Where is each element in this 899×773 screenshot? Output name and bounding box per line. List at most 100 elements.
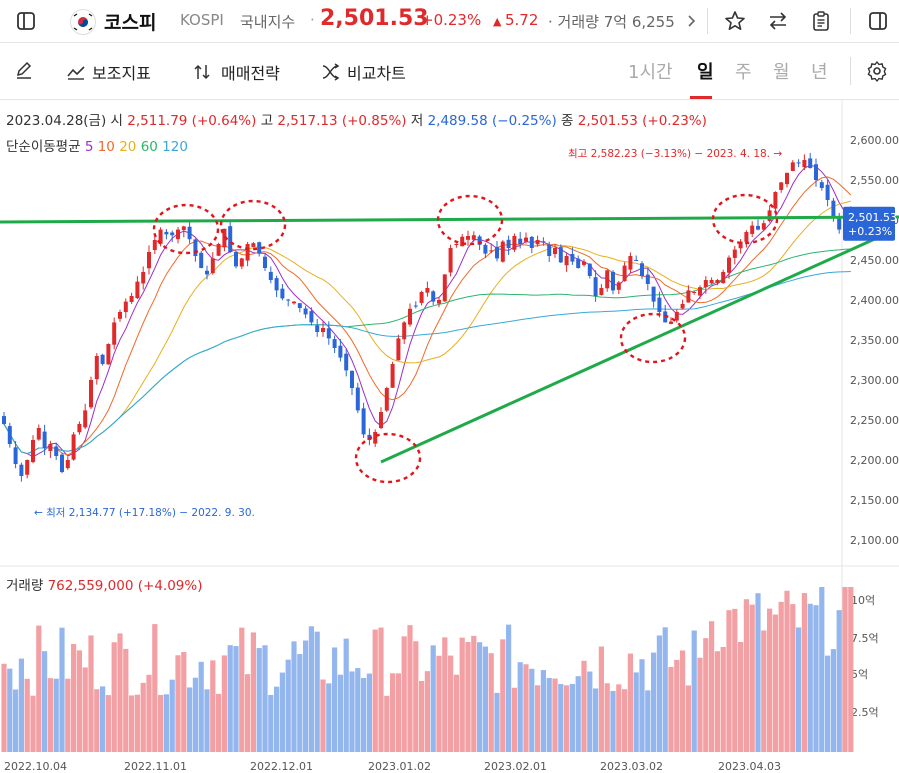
volume-bar [720, 647, 726, 752]
period-month[interactable]: 월 [773, 62, 790, 83]
divider [707, 8, 708, 34]
ma-20: 20 [119, 139, 137, 155]
volume-bar [598, 646, 604, 752]
period-week[interactable]: 주 [735, 62, 752, 83]
candle-body [454, 244, 459, 245]
volume-bar [575, 676, 581, 752]
volume-bar [76, 650, 82, 752]
indicators-button[interactable]: 보조지표 [66, 60, 151, 84]
candle-body [350, 370, 354, 388]
volume-bar [819, 587, 825, 752]
volume-bar [308, 626, 314, 752]
swap-icon[interactable] [766, 9, 790, 33]
volume-bar [848, 587, 854, 752]
period-day[interactable]: 일 [697, 62, 714, 83]
candle-body [199, 252, 204, 268]
candle-body [164, 231, 169, 235]
candle-body [158, 229, 163, 244]
volume-bar [204, 689, 210, 752]
draw-pen-icon[interactable] [14, 60, 34, 80]
volume-bar [355, 668, 361, 752]
price-tag-price: 2,501.53 [848, 211, 897, 224]
ma-60: 60 [140, 139, 158, 155]
candle-body [361, 408, 366, 435]
open-value: 2,511.79 (+0.64%) [127, 113, 257, 129]
volume-bar [784, 590, 790, 752]
volume-bar [587, 671, 593, 752]
clipboard-icon[interactable] [809, 9, 833, 33]
volume-bar [384, 695, 390, 752]
panel-toggle-icon[interactable] [866, 9, 890, 33]
candle-body [669, 321, 673, 324]
volume-bar [94, 689, 100, 752]
ohlc-info: 2023.04.28(금) 시 2,511.79 (+0.64%) 고 2,51… [6, 109, 707, 129]
volume-bar [772, 614, 778, 752]
chevron-right-icon[interactable] [684, 9, 700, 33]
volume-bar [401, 636, 407, 752]
buy-sell-arrows-icon [194, 64, 210, 80]
candle-body [425, 288, 430, 293]
volume-bar [801, 593, 807, 752]
volume-bar [192, 677, 198, 752]
candle-body [790, 162, 795, 172]
candle-body [216, 244, 221, 256]
candle-body [48, 444, 53, 452]
volume-bar [778, 601, 784, 752]
candle-body [744, 232, 749, 242]
volume-bar [610, 690, 616, 752]
volume-bar [175, 655, 181, 752]
volume-bar [111, 642, 117, 752]
period-1hour[interactable]: 1시간 [628, 62, 673, 83]
ma-120-line [3, 271, 851, 455]
volume-bar [738, 642, 744, 752]
candle-body [315, 325, 320, 332]
volume-bar [134, 694, 140, 752]
volume-summary-text: 거래량 7억 6,255 [557, 13, 675, 31]
settings-gear-icon[interactable] [866, 60, 888, 82]
volume-bar [7, 668, 13, 752]
candle-body [170, 232, 175, 236]
ma-legend[interactable]: 단순이동평균 5 10 20 60 120 [6, 135, 188, 155]
volume-tick-label: 7.5억 [851, 632, 879, 645]
volume-bar [691, 630, 697, 752]
sidebar-toggle-icon[interactable] [14, 9, 38, 33]
candle-body [535, 240, 540, 245]
candle-body [13, 447, 18, 464]
index-name: 코스피 [104, 12, 157, 34]
star-icon[interactable] [723, 9, 747, 33]
candle-body [118, 312, 122, 319]
candle-body [402, 322, 407, 340]
index-code: KOSPI [180, 11, 224, 29]
up-triangle-icon: ▲ [493, 15, 505, 28]
candle-body [100, 354, 105, 364]
volume-bar [366, 673, 372, 752]
candle-body [344, 353, 349, 371]
candle-body [727, 257, 731, 273]
volume-legend: 거래량 762,559,000 (+4.09%) [6, 574, 202, 594]
strategy-button[interactable]: 매매전략 [193, 60, 280, 84]
candle-body [680, 304, 685, 309]
low-annotation: ← 최저 2,134.77 (+17.18%) − 2022. 9. 30. [34, 507, 255, 519]
candle-body [152, 240, 157, 251]
candle-body [738, 241, 743, 249]
candle-body [489, 250, 494, 252]
volume-bar [291, 641, 297, 752]
candle-body [471, 235, 476, 240]
period-year[interactable]: 년 [811, 62, 828, 83]
candle-body [83, 410, 88, 428]
volume-bar [413, 641, 419, 752]
volume-bar [390, 673, 396, 752]
volume-bar [465, 641, 471, 752]
candle-body [60, 454, 64, 472]
volume-bar [459, 637, 465, 752]
price-tick-label: 2,250.00 [850, 414, 899, 427]
candle-body [645, 274, 650, 284]
volume-bar [552, 678, 558, 752]
volume-bar [511, 687, 517, 752]
candle-body [19, 464, 24, 476]
compare-button[interactable]: 비교차트 [321, 60, 406, 84]
candle-body [599, 288, 604, 296]
date-tick-label: 2022.11.01 [124, 760, 187, 773]
candle-body [674, 312, 679, 321]
